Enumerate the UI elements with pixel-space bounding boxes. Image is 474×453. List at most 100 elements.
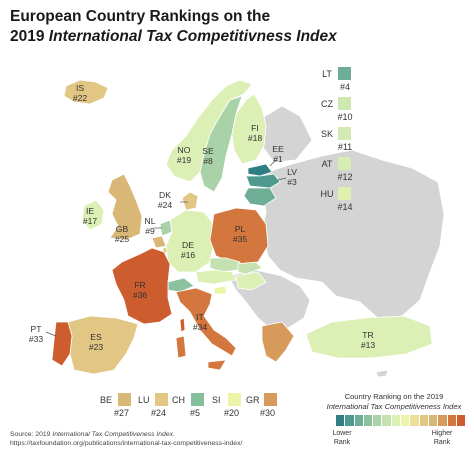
- label-lv-rank: #3: [287, 177, 297, 187]
- side-legend-code-lt: LT: [322, 69, 332, 79]
- country-finland: [231, 93, 267, 165]
- bottom-legend-swatch-ch: [191, 393, 204, 406]
- country-france: [111, 247, 173, 325]
- bottom-legend-rank-si: #20: [224, 408, 240, 418]
- island-sicily: [207, 359, 227, 371]
- scale-high-line-2: Rank: [433, 438, 451, 446]
- country-italy: [175, 287, 237, 357]
- scale-low-line-2: Rank: [333, 438, 351, 446]
- side-legend-rank-hu: #14: [337, 202, 353, 212]
- source-note: Source: 2019 International Tax Competiti…: [10, 430, 242, 448]
- region-not-ranked-north: [261, 105, 313, 163]
- bottom-legend-rank-ch: #5: [190, 408, 201, 418]
- country-latvia: [245, 173, 281, 189]
- scale-legend-title-line-2: International Tax Competitiveness Index: [326, 401, 462, 411]
- leader-ee: [269, 159, 277, 167]
- scale-step: [428, 415, 438, 426]
- label-it-rank: #34: [193, 322, 208, 332]
- scale-step: [373, 415, 382, 426]
- label-dk-code: DK: [159, 190, 171, 200]
- bottom-legend-swatch-si: [228, 393, 241, 406]
- label-se-rank: #8: [203, 156, 213, 166]
- label-gb-rank: #25: [115, 234, 130, 244]
- label-ee-rank: #1: [273, 154, 283, 164]
- label-de-rank: #16: [181, 250, 196, 260]
- label-se-code: SE: [202, 146, 214, 156]
- label-no-rank: #19: [177, 155, 192, 165]
- scale-step: [354, 415, 363, 426]
- label-es-code: ES: [90, 332, 102, 342]
- title-index-name: International Tax Competitivness Index: [48, 28, 337, 45]
- label-tr-code: TR: [362, 330, 373, 340]
- scale-step: [438, 415, 447, 426]
- source-url: https://taxfoundation.org/publications/i…: [10, 440, 243, 447]
- side-legend-code-at: AT: [321, 159, 333, 169]
- bottom-legend-swatch-lu: [155, 393, 168, 406]
- country-iceland: [63, 79, 109, 105]
- source-prefix: Source: 2019: [10, 431, 53, 438]
- bottom-legend-code-gr: GR: [246, 395, 260, 405]
- island-sardinia: [175, 335, 187, 359]
- label-no-code: NO: [178, 145, 191, 155]
- scale-low-line-1: Lower: [332, 430, 352, 437]
- country-poland: [209, 207, 269, 265]
- label-gb-code: GB: [116, 224, 129, 234]
- label-de-code: DE: [182, 240, 194, 250]
- source-line-1: Source: 2019 International Tax Competiti…: [10, 430, 242, 439]
- side-legend-rank-sk: #11: [337, 142, 353, 152]
- side-legend-swatch-cz: [338, 97, 351, 110]
- country-hungary: [235, 271, 267, 291]
- side-legend-swatch-hu: [338, 187, 351, 200]
- label-nl-rank: #9: [145, 226, 155, 236]
- bottom-legend-code-ch: CH: [172, 395, 185, 405]
- side-legend-swatch-at: [338, 157, 351, 170]
- country-great-britain: [107, 173, 143, 241]
- bottom-legend-rank-be: #27: [114, 408, 130, 418]
- label-tr-rank: #13: [361, 340, 376, 350]
- side-legend-swatch-sk: [338, 127, 351, 140]
- source-suffix: .: [172, 431, 175, 438]
- side-legend-code-hu: HU: [320, 189, 334, 199]
- label-pt-code: PT: [31, 324, 43, 334]
- leader-lv: [277, 177, 287, 181]
- title-year: 2019: [10, 28, 49, 45]
- label-nl-code: NL: [145, 216, 156, 226]
- title-line-1: European Country Rankings on the: [10, 8, 271, 25]
- side-legend-rank-lt: #4: [339, 82, 350, 92]
- scale-high-label: Higher Rank: [428, 430, 456, 447]
- scale-legend-title-line-1: Country Ranking on the 2019: [344, 392, 444, 401]
- scale-step: [336, 415, 345, 426]
- bottom-legend-rank-lu: #24: [151, 408, 167, 418]
- country-belgium: [151, 235, 167, 249]
- map-title: European Country Rankings on the 2019 In…: [10, 7, 337, 47]
- side-legend-code-cz: CZ: [321, 99, 333, 109]
- country-germany: [165, 209, 215, 273]
- scale-step: [410, 415, 419, 426]
- scale-step: [447, 415, 456, 426]
- scale-step: [456, 415, 466, 426]
- label-ie-code: IE: [86, 206, 94, 216]
- bottom-legend-rank-gr: #30: [260, 408, 276, 418]
- country-portugal: [51, 321, 73, 367]
- country-slovenia: [213, 285, 227, 295]
- bottom-legend-code-si: SI: [212, 395, 221, 405]
- side-legend-rank-at: #12: [337, 172, 353, 182]
- label-fr-rank: #36: [133, 290, 148, 300]
- leader-pt: [45, 331, 57, 337]
- label-pl-code: PL: [235, 224, 246, 234]
- label-lv-code: LV: [287, 167, 297, 177]
- scale-step: [382, 415, 391, 426]
- bottom-legend-code-be: BE: [100, 395, 113, 405]
- label-it-code: IT: [196, 312, 204, 322]
- label-ee-code: EE: [272, 144, 284, 154]
- title-line-2: 2019 International Tax Competitivness In…: [10, 27, 337, 47]
- scale-step: [345, 415, 354, 426]
- country-austria: [195, 269, 237, 285]
- country-estonia: [247, 163, 273, 177]
- country-greece: [261, 321, 295, 363]
- side-legend-swatch-lt: [338, 67, 351, 80]
- country-turkey: [305, 315, 433, 359]
- country-slovakia: [237, 261, 263, 275]
- label-dk-rank: #24: [158, 200, 173, 210]
- color-scale: [336, 415, 466, 426]
